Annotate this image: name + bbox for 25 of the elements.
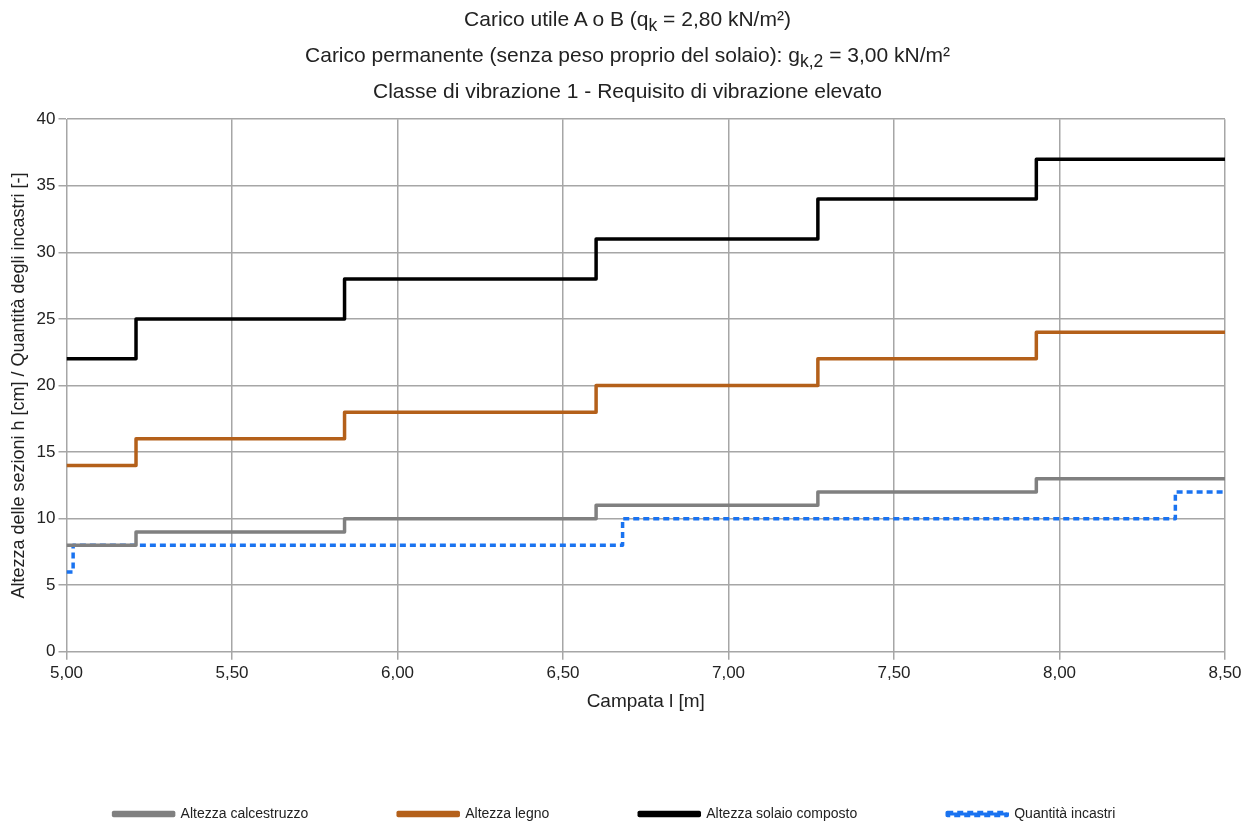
legend-label: Altezza legno (465, 805, 550, 822)
x-tick-label: 8,00 (1042, 663, 1077, 683)
x-tick-label: 7,00 (711, 663, 746, 683)
y-tick-label: 20 (36, 375, 56, 395)
x-tick-label: 5,50 (215, 663, 249, 683)
chart-title: Carico utile A o B (q$_{k}$ = 2,80 kN/m²) (463, 6, 792, 38)
y-tick-label: 5 (46, 575, 56, 595)
x-axis-title: Campata l [m] (586, 690, 705, 712)
x-tick-label: 8,50 (1208, 663, 1242, 683)
y-tick-label: 0 (46, 641, 56, 661)
legend-label: Altezza calcestruzzo (180, 805, 309, 822)
y-tick-label: 25 (36, 308, 56, 328)
x-tick-label: 7,50 (877, 663, 911, 683)
y-tick-label: 40 (36, 109, 56, 129)
y-tick-label: 30 (36, 242, 56, 262)
legend-label: Quantità incastri (1014, 805, 1116, 822)
y-tick-label: 10 (36, 508, 56, 528)
x-tick-label: 5,00 (49, 663, 84, 683)
y-tick-label: 15 (36, 442, 56, 462)
x-tick-label: 6,50 (546, 663, 580, 683)
y-axis-title: Altezza delle sezioni h [cm] / Quantità degli incastri [-] (7, 172, 28, 599)
legend-label: Altezza solaio composto (706, 805, 858, 822)
x-tick-label: 6,00 (380, 663, 415, 683)
y-tick-label: 35 (36, 175, 56, 195)
chart-subtitle: Carico permanente (senza peso proprio del solaio): g$_{k,2}$ = 3,00 kN/m² Classe di vibrazione 1 - Requisito di vibrazione elevato (304, 42, 951, 105)
